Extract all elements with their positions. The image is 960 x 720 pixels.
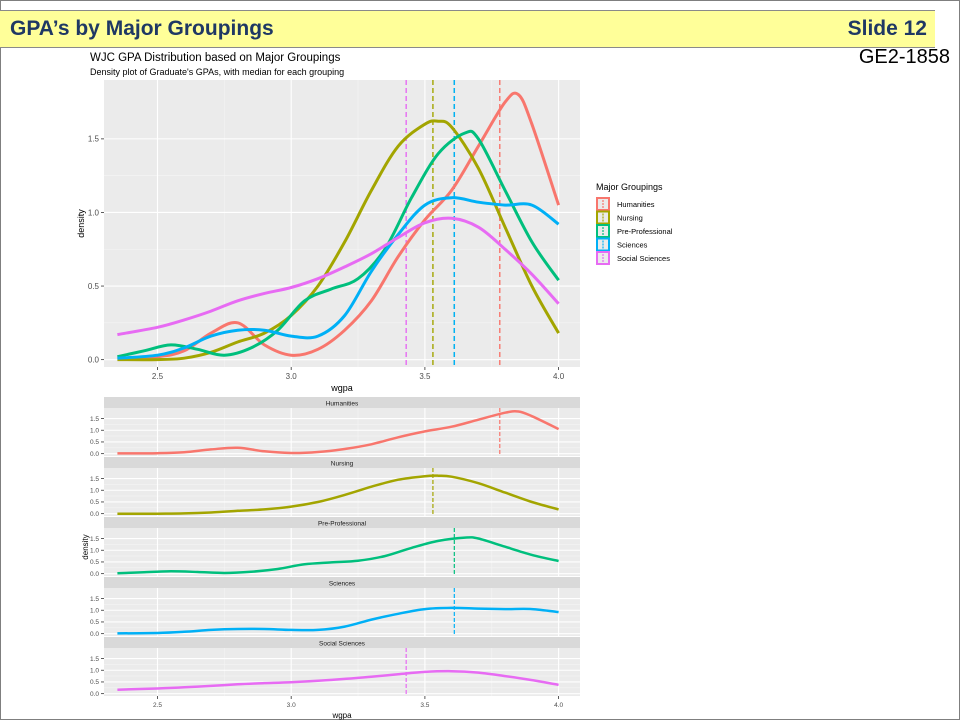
facet-density-line bbox=[117, 536, 559, 575]
facet-ytick-label: 0.5 bbox=[90, 679, 99, 686]
facet-strip bbox=[104, 637, 580, 648]
facet-background bbox=[104, 468, 580, 516]
facet-ytick-label: 1.0 bbox=[90, 488, 99, 495]
facet-ytick-label: 0.0 bbox=[90, 511, 99, 518]
legend-label: Humanities bbox=[617, 200, 655, 209]
main-density-line bbox=[117, 196, 560, 360]
legend-label: Social Sciences bbox=[617, 254, 670, 263]
facet-background bbox=[104, 528, 580, 576]
facet-ytick-label: 1.0 bbox=[90, 548, 99, 555]
legend-label: Sciences bbox=[617, 241, 648, 250]
facet-xtick-label: 2.5 bbox=[153, 702, 162, 709]
main-x-axis-label: wgpa bbox=[330, 383, 353, 393]
facet-ytick-label: 0.0 bbox=[90, 571, 99, 578]
main-xtick-label: 3.5 bbox=[419, 372, 431, 381]
main-ytick-label: 1.5 bbox=[88, 135, 100, 144]
facet-strip-label: Nursing bbox=[331, 460, 354, 467]
facet-y-axis-label: density bbox=[81, 534, 90, 559]
facet-strip-label: Sciences bbox=[329, 580, 356, 587]
legend-title: Major Groupings bbox=[596, 182, 663, 192]
main-xtick-label: 3.0 bbox=[286, 372, 298, 381]
facet-ytick-label: 1.5 bbox=[90, 656, 99, 663]
legend-label: Nursing bbox=[617, 214, 643, 223]
main-y-axis-label: density bbox=[76, 209, 86, 238]
chart-title: WJC GPA Distribution based on Major Grou… bbox=[90, 52, 341, 64]
main-ytick-label: 0.0 bbox=[88, 355, 100, 364]
facet-ytick-label: 0.5 bbox=[90, 439, 99, 446]
facet-strip-label: Pre-Professional bbox=[318, 520, 367, 527]
chart-subtitle: Density plot of Graduate's GPAs, with me… bbox=[90, 67, 344, 77]
facet-ytick-label: 1.5 bbox=[90, 476, 99, 483]
main-density-line bbox=[117, 216, 560, 337]
slide-number: Slide 12 bbox=[847, 17, 927, 40]
facet-ytick-label: 0.5 bbox=[90, 499, 99, 506]
facet-strip bbox=[104, 457, 580, 468]
facet-ytick-label: 0.0 bbox=[90, 451, 99, 458]
slide-title-bar: GPA’s by Major Groupings Slide 12 bbox=[0, 10, 935, 48]
facet-density-line bbox=[117, 669, 559, 691]
facet-ytick-label: 0.5 bbox=[90, 559, 99, 566]
facet-xtick-label: 3.5 bbox=[420, 702, 429, 709]
facet-ytick-label: 1.0 bbox=[90, 668, 99, 675]
facet-ytick-label: 0.0 bbox=[90, 631, 99, 638]
facet-strip-label: Humanities bbox=[326, 400, 359, 407]
legend-label: Pre-Professional bbox=[617, 227, 673, 236]
facet-ytick-label: 1.5 bbox=[90, 536, 99, 543]
main-xtick-label: 2.5 bbox=[152, 372, 164, 381]
facet-x-axis-label: wgpa bbox=[331, 711, 352, 720]
document-code: GE2-1858 bbox=[858, 46, 950, 68]
main-ytick-label: 1.0 bbox=[88, 208, 100, 217]
facet-ytick-label: 0.5 bbox=[90, 619, 99, 626]
facet-ytick-label: 1.5 bbox=[90, 416, 99, 423]
facet-density-line bbox=[117, 409, 560, 455]
main-xtick-label: 4.0 bbox=[553, 372, 565, 381]
facet-strip bbox=[104, 397, 580, 408]
main-density-line bbox=[117, 91, 561, 360]
facet-strip-label: Social Sciences bbox=[319, 640, 366, 647]
main-ytick-label: 0.5 bbox=[88, 282, 100, 291]
facet-ytick-label: 1.5 bbox=[90, 596, 99, 603]
facet-xtick-label: 4.0 bbox=[554, 702, 563, 709]
slide-title: GPA’s by Major Groupings bbox=[10, 17, 274, 40]
facet-strip bbox=[104, 577, 580, 588]
facet-ytick-label: 0.0 bbox=[90, 691, 99, 698]
facet-density-line bbox=[117, 606, 559, 635]
facet-xtick-label: 3.0 bbox=[287, 702, 296, 709]
facet-background bbox=[104, 588, 580, 636]
facet-density-line bbox=[117, 474, 559, 515]
main-density-line bbox=[117, 129, 560, 359]
facet-ytick-label: 1.0 bbox=[90, 428, 99, 435]
facet-ytick-label: 1.0 bbox=[90, 608, 99, 615]
facet-strip bbox=[104, 517, 580, 528]
